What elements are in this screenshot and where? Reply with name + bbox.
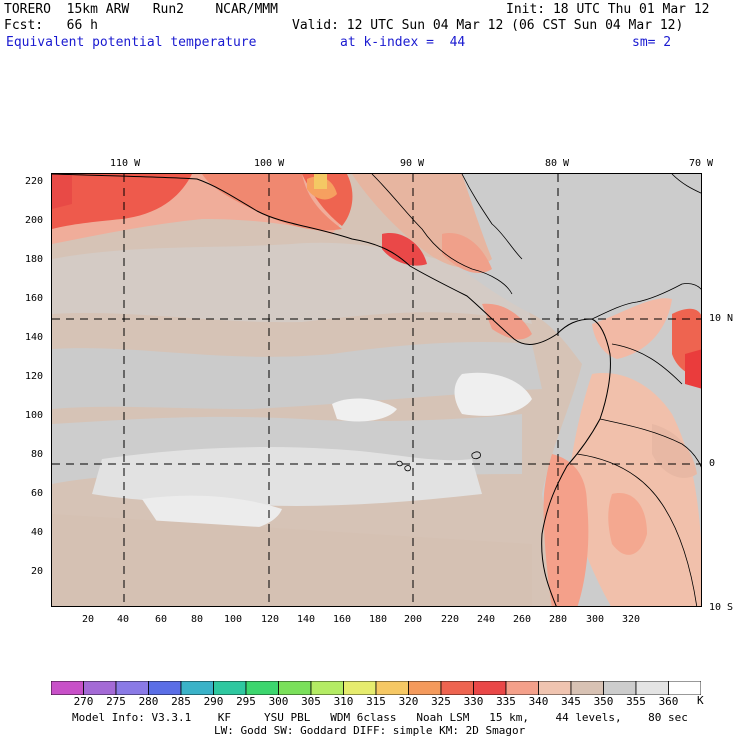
colorbar-label: 325: [431, 695, 451, 708]
colorbar-label: 355: [626, 695, 646, 708]
colorbar-label: 285: [171, 695, 191, 708]
colorbar-swatch: [278, 681, 312, 695]
y-tick: 100: [25, 410, 44, 421]
y-tick: 160: [25, 293, 44, 304]
colorbar-swatch: [310, 681, 344, 695]
colorbar-swatch: [473, 681, 507, 695]
y-tick: 220: [25, 176, 44, 187]
colorbar-swatch: [408, 681, 442, 695]
colorbar-swatch: [603, 681, 637, 695]
y-tick: 80: [31, 449, 44, 460]
map-canvas: [52, 174, 701, 606]
y-tick: 60: [31, 488, 44, 499]
x-tick: 180: [369, 614, 388, 625]
colorbar-label: 280: [138, 695, 159, 708]
x-tick: 220: [441, 614, 460, 625]
colorbar-label: 300: [268, 695, 289, 708]
lon-label-100w: 100 W: [254, 158, 285, 169]
colorbar-swatch: [213, 681, 247, 695]
colorbar-label: 305: [301, 695, 321, 708]
valid-time: Valid: 12 UTC Sun 04 Mar 12 (06 CST Sun …: [292, 18, 684, 33]
colorbar-swatch: [570, 681, 604, 695]
colorbar-swatch: [51, 681, 84, 695]
field-name: Equivalent potential temperature: [6, 35, 257, 50]
smoothing: sm= 2: [632, 35, 672, 50]
colorbar-label: 340: [528, 695, 549, 708]
colorbar-label: 360: [658, 695, 679, 708]
x-tick: 80: [191, 614, 204, 625]
x-tick: 120: [261, 614, 280, 625]
colorbar-label: 295: [236, 695, 256, 708]
colorbar-label: 275: [106, 695, 126, 708]
colorbar-swatch: [115, 681, 149, 695]
x-tick: 140: [297, 614, 316, 625]
y-tick: 40: [31, 527, 44, 538]
y-tick: 180: [25, 254, 44, 265]
lat-label-10s: 10 S: [709, 602, 734, 613]
colorbar-label: 290: [203, 695, 224, 708]
colorbar-swatch: [668, 681, 701, 695]
colorbar-label: 345: [561, 695, 581, 708]
x-tick: 260: [513, 614, 532, 625]
y-tick: 120: [25, 371, 44, 382]
y-tick: 200: [25, 215, 44, 226]
colorbar-label: 310: [333, 695, 354, 708]
x-tick: 40: [117, 614, 130, 625]
physics-info: LW: Godd SW: Goddard DIFF: simple KM: 2D…: [214, 724, 526, 737]
lon-label-90w: 90 W: [400, 158, 425, 169]
lon-label-70w: 70 W: [689, 158, 714, 169]
colorbar-swatch: [505, 681, 539, 695]
lat-label-10n: 10 N: [709, 313, 734, 324]
colorbar-swatch: [440, 681, 474, 695]
x-tick: 300: [586, 614, 605, 625]
color-bar: [51, 681, 701, 695]
colorbar-label: 330: [463, 695, 484, 708]
x-tick: 160: [333, 614, 352, 625]
colorbar-swatch: [83, 681, 117, 695]
lon-label-80w: 80 W: [545, 158, 570, 169]
colorbar-label: 335: [496, 695, 516, 708]
colorbar-unit: K: [697, 694, 704, 707]
colorbar-label: 350: [593, 695, 614, 708]
y-tick: 20: [31, 566, 44, 577]
x-tick: 280: [549, 614, 568, 625]
colorbar-swatch: [180, 681, 214, 695]
x-tick: 100: [224, 614, 243, 625]
model-title: TORERO 15km ARW Run2 NCAR/MMM: [4, 2, 278, 17]
x-tick: 240: [477, 614, 496, 625]
x-tick: 20: [82, 614, 95, 625]
colorbar-swatch: [375, 681, 409, 695]
k-index: at k-index = 44: [340, 35, 466, 50]
lon-label-110w: 110 W: [110, 158, 141, 169]
x-tick: 320: [622, 614, 641, 625]
colorbar-label: 320: [398, 695, 419, 708]
x-tick: 60: [155, 614, 168, 625]
colorbar-swatch: [148, 681, 182, 695]
lat-label-0: 0: [709, 458, 716, 469]
colorbar-swatch: [635, 681, 669, 695]
x-tick: 200: [404, 614, 423, 625]
colorbar-label: 270: [73, 695, 94, 708]
colorbar-swatch: [245, 681, 279, 695]
map-panel: [51, 173, 702, 607]
colorbar-swatch: [538, 681, 572, 695]
model-info: Model Info: V3.3.1 KF YSU PBL WDM 6class…: [72, 711, 688, 724]
forecast-hour: Fcst: 66 h: [4, 18, 98, 33]
y-tick: 140: [25, 332, 44, 343]
init-time: Init: 18 UTC Thu 01 Mar 12: [506, 2, 710, 17]
colorbar-label: 315: [366, 695, 386, 708]
colorbar-swatch: [343, 681, 377, 695]
